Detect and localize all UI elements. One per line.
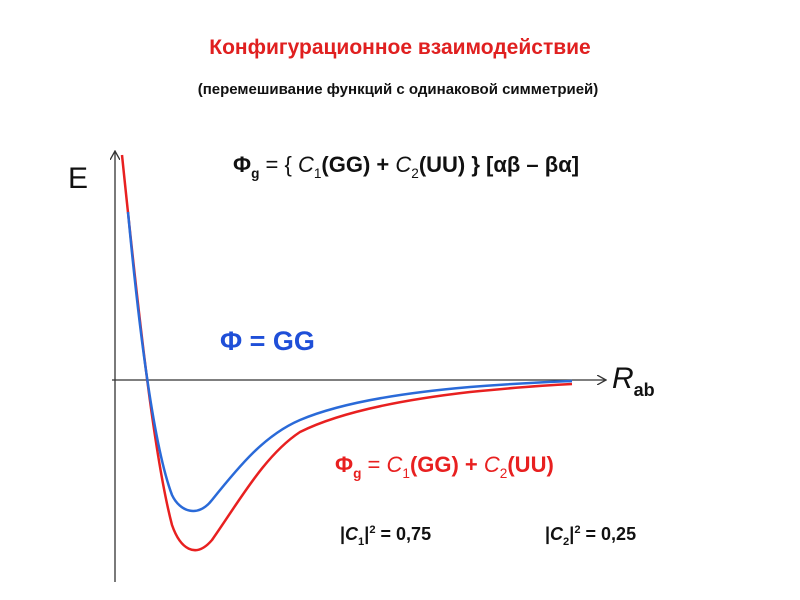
coefficient-part: C (345, 524, 359, 544)
x-axis-label: Rab (612, 362, 655, 400)
coefficients: |C1|2 = 0,75 |C2|2 = 0,25 (340, 524, 636, 548)
formula-part: (GG) + (321, 152, 395, 177)
formula-subscript: 2 (500, 466, 508, 481)
coefficient-part: | (340, 524, 345, 544)
y-axis-label: E (68, 162, 88, 195)
coefficient-part: C (550, 524, 564, 544)
coefficient: |C2|2 = 0,25 (545, 524, 636, 548)
formula-subscript: 1 (314, 166, 322, 181)
coefficient-part: 2 (369, 524, 375, 536)
coefficient-part: | (545, 524, 550, 544)
coefficient-part: | (364, 524, 369, 544)
coefficient-part: 2 (574, 524, 580, 536)
formula-part: C (484, 452, 500, 477)
blue-curve (126, 211, 573, 513)
formula-subscript: 2 (411, 166, 419, 181)
formula-part: C (298, 152, 314, 177)
formula-subscript: 1 (402, 466, 410, 481)
formula-part: Φ (233, 152, 251, 177)
coefficient-part: = 0,25 (581, 524, 637, 544)
formula-part: (UU) } [αβ – βα] (419, 152, 579, 177)
coefficient-part: | (569, 524, 574, 544)
formula-subscript: g (353, 466, 361, 481)
formula-part: (GG) + (410, 452, 484, 477)
formula-part: (UU) (507, 452, 553, 477)
formula-subscript: g (251, 166, 259, 181)
formula-part: C (395, 152, 411, 177)
red-formula: Φg = C1(GG) + C2(UU) (335, 452, 554, 481)
coefficient-part: = 0,75 (376, 524, 432, 544)
coefficient: |C1|2 = 0,75 (340, 524, 431, 548)
subtitle: (перемешивание функций с одинаковой симм… (198, 81, 599, 98)
formula-part: C (386, 452, 402, 477)
blue-formula: Φ = GG (220, 326, 315, 356)
x-axis-subscript: ab (634, 380, 655, 400)
title: Конфигурационное взаимодействие (209, 36, 590, 59)
formula-part: Φ (335, 452, 353, 477)
formula-part: = { (259, 152, 298, 177)
coefficient-part: 1 (358, 536, 364, 548)
coefficient-part: 2 (563, 536, 569, 548)
top-formula: Φg = { C1(GG) + C2(UU) } [αβ – βα] (233, 152, 579, 181)
red-curve (120, 154, 573, 552)
x-axis-symbol: R (612, 362, 634, 395)
formula-part: = (361, 452, 386, 477)
